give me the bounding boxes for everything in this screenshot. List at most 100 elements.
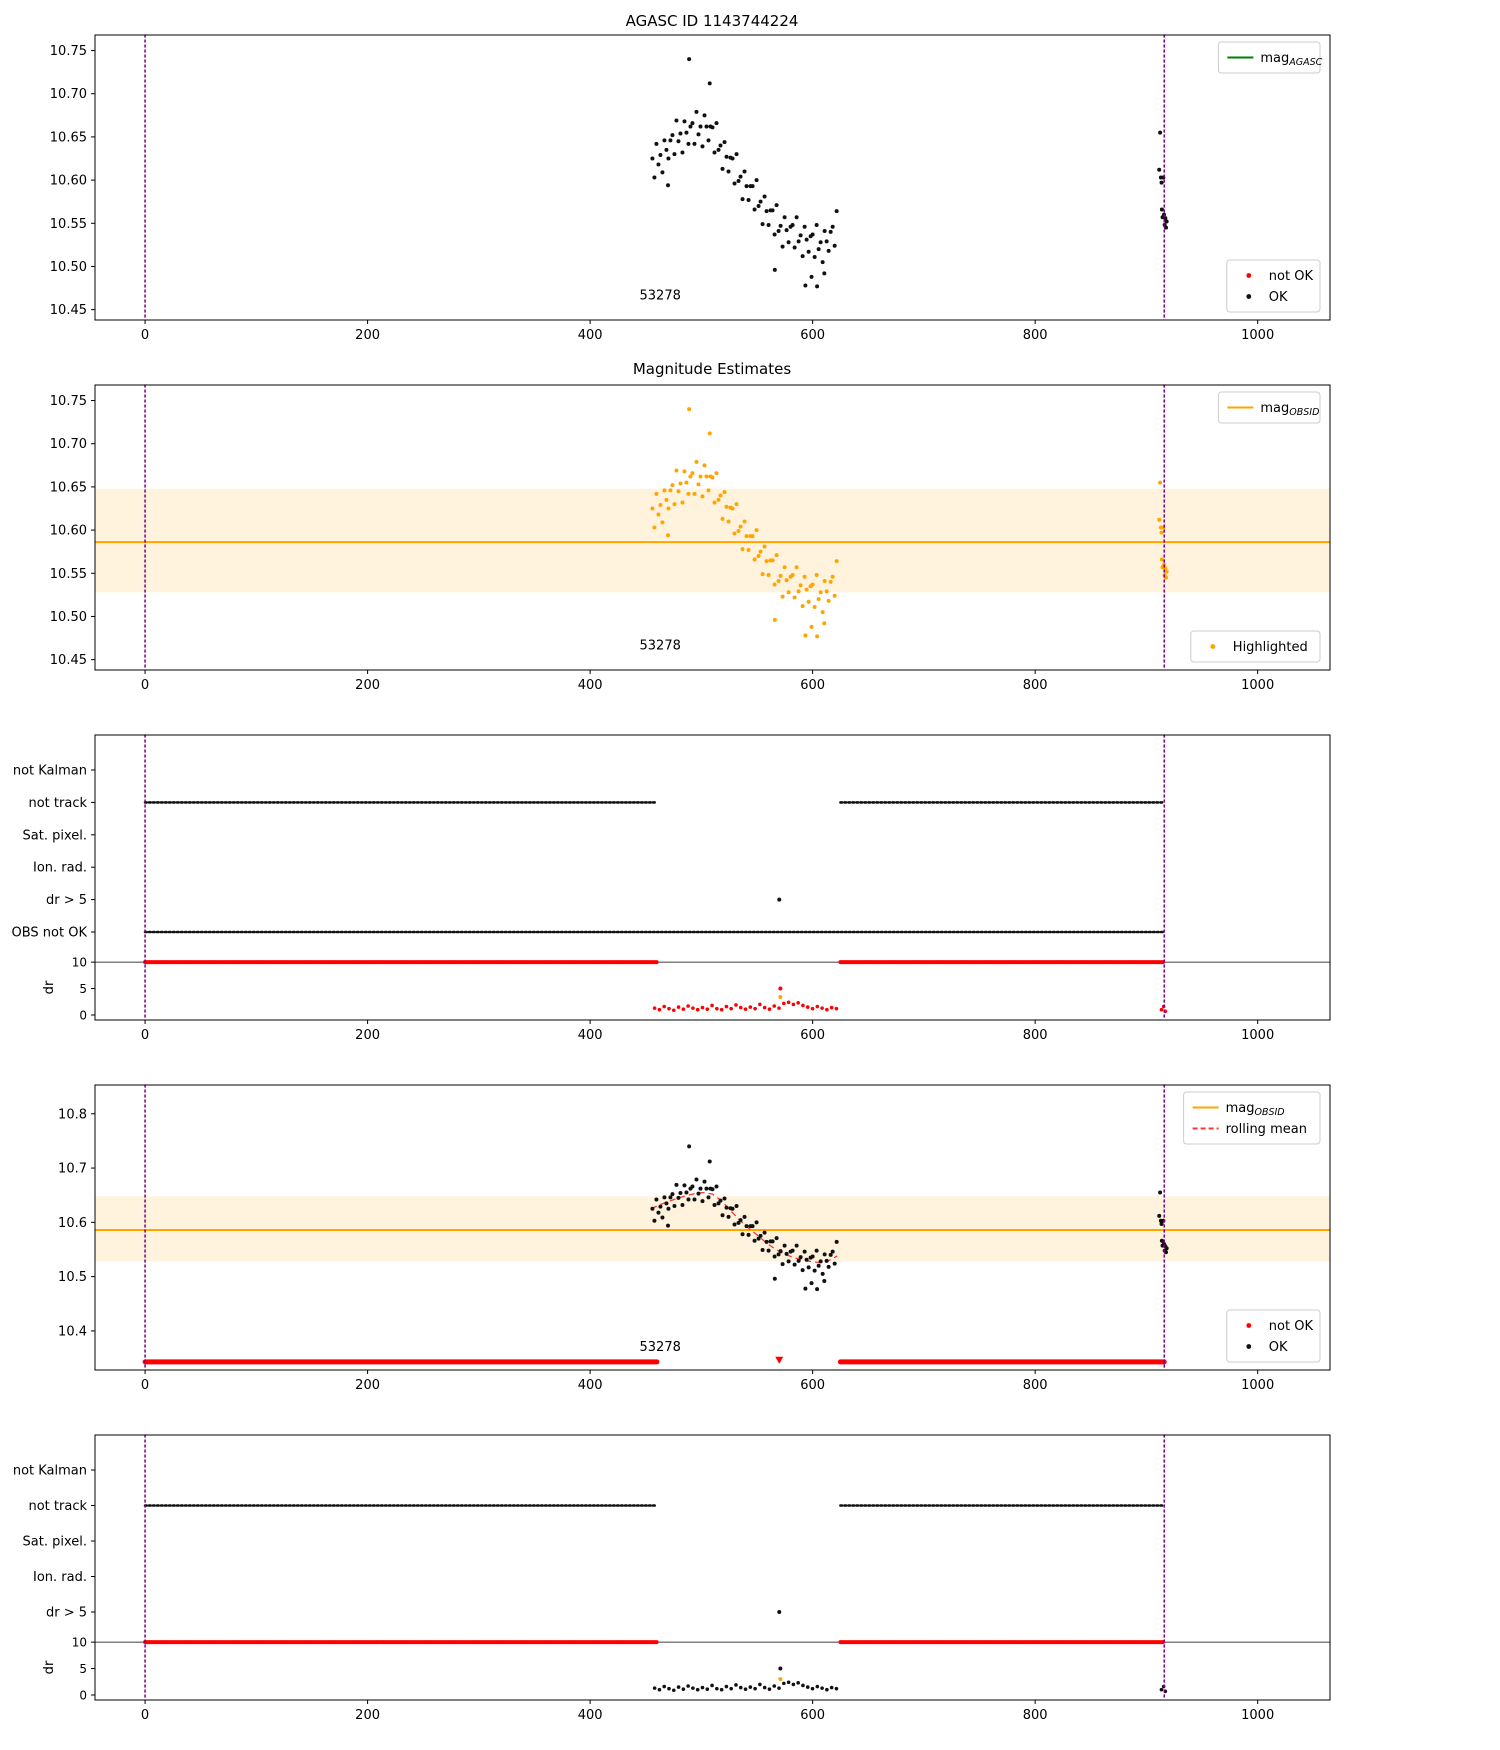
svg-text:600: 600: [800, 1028, 825, 1043]
panel-mag-rolling: 0 200 400 600 800 1000 10.4 10.5 10.6 10.7 10.8 532…: [58, 1084, 1331, 1393]
svg-text:0: 0: [79, 1009, 87, 1023]
dr-axis-label: dr: [42, 1660, 57, 1674]
svg-text:10.75: 10.75: [50, 44, 87, 59]
panel-flags-1: not Kalman not track Sat. pixel. Ion. rad. d…: [12, 734, 1331, 1043]
svg-text:10.45: 10.45: [50, 303, 87, 318]
svg-text:0: 0: [141, 328, 149, 343]
legend: magOBSID: [1217, 391, 1321, 424]
svg-text:400: 400: [578, 678, 603, 693]
svg-text:magOBSID: magOBSID: [1226, 1101, 1285, 1118]
svg-text:53278: 53278: [640, 288, 681, 303]
svg-text:1000: 1000: [1241, 1708, 1274, 1723]
svg-text:10: 10: [72, 956, 87, 970]
panel-mag-estimates: 0 200 400 600 800 1000 10.45 10.50 10.55 10.60 10.…: [50, 384, 1331, 693]
svg-text:400: 400: [578, 1708, 603, 1723]
svg-text:10.4: 10.4: [58, 1324, 87, 1339]
svg-text:10.7: 10.7: [58, 1162, 87, 1177]
svg-text:rolling mean: rolling mean: [1226, 1122, 1307, 1137]
svg-text:10.6: 10.6: [58, 1216, 87, 1231]
svg-text:800: 800: [1023, 1378, 1048, 1393]
svg-text:dr > 5: dr > 5: [46, 1606, 87, 1621]
svg-text:0: 0: [141, 1028, 149, 1043]
svg-text:dr > 5: dr > 5: [46, 893, 87, 908]
legend: magAGASC: [1217, 41, 1323, 74]
svg-text:not track: not track: [28, 1499, 87, 1514]
svg-text:10.55: 10.55: [50, 217, 87, 232]
svg-text:1000: 1000: [1241, 1028, 1274, 1043]
svg-text:10.50: 10.50: [50, 610, 87, 625]
svg-text:10.70: 10.70: [50, 87, 87, 102]
legend: not OK OK: [1226, 1309, 1321, 1363]
svg-text:10.50: 10.50: [50, 260, 87, 275]
svg-text:OK: OK: [1269, 1340, 1288, 1355]
svg-text:0: 0: [141, 1378, 149, 1393]
band: [95, 1196, 1330, 1262]
svg-text:200: 200: [355, 328, 380, 343]
svg-text:800: 800: [1023, 328, 1048, 343]
svg-text:10.70: 10.70: [50, 437, 87, 452]
svg-text:5: 5: [79, 982, 87, 996]
svg-text:10: 10: [72, 1636, 87, 1650]
svg-text:Ion. rad.: Ion. rad.: [33, 1570, 87, 1585]
svg-text:not OK: not OK: [1269, 269, 1314, 284]
svg-text:Ion. rad.: Ion. rad.: [33, 861, 87, 876]
svg-text:5: 5: [79, 1662, 87, 1676]
svg-text:OBS not OK: OBS not OK: [12, 926, 88, 941]
svg-text:Highlighted: Highlighted: [1233, 640, 1308, 655]
scatter-mag_edge: [1157, 480, 1169, 580]
legend: magOBSID rolling mean: [1183, 1091, 1321, 1145]
legend: not OK OK: [1226, 259, 1321, 313]
svg-text:53278: 53278: [640, 1340, 681, 1355]
svg-text:not track: not track: [28, 796, 87, 811]
svg-text:Sat. pixel.: Sat. pixel.: [23, 828, 87, 843]
svg-text:600: 600: [800, 328, 825, 343]
svg-text:600: 600: [800, 678, 825, 693]
dr-low-points: [652, 1680, 1168, 1694]
svg-text:400: 400: [578, 1378, 603, 1393]
svg-text:400: 400: [578, 1028, 603, 1043]
svg-text:magOBSID: magOBSID: [1260, 401, 1319, 418]
dr-axis-label: dr: [42, 980, 57, 994]
svg-text:10.45: 10.45: [50, 653, 87, 668]
scatter-mag_main: [650, 407, 839, 639]
svg-text:0: 0: [141, 1708, 149, 1723]
svg-text:not OK: not OK: [1269, 1319, 1314, 1334]
svg-text:10.55: 10.55: [50, 567, 87, 582]
svg-text:Sat. pixel.: Sat. pixel.: [23, 1535, 87, 1550]
svg-text:1000: 1000: [1241, 328, 1274, 343]
svg-text:800: 800: [1023, 1028, 1048, 1043]
svg-text:800: 800: [1023, 678, 1048, 693]
svg-text:OK: OK: [1269, 290, 1288, 305]
svg-text:magAGASC: magAGASC: [1260, 51, 1322, 68]
svg-text:10.8: 10.8: [58, 1107, 87, 1122]
scatter-mag_edge: [1157, 130, 1169, 230]
svg-text:200: 200: [355, 1708, 380, 1723]
dr-low-points: [652, 1000, 1168, 1014]
scatter-mag_main: [650, 1144, 839, 1292]
svg-text:1000: 1000: [1241, 678, 1274, 693]
svg-text:10.65: 10.65: [50, 130, 87, 145]
svg-text:200: 200: [355, 678, 380, 693]
svg-text:0: 0: [141, 678, 149, 693]
svg-text:600: 600: [800, 1378, 825, 1393]
svg-text:not Kalman: not Kalman: [13, 764, 87, 779]
svg-text:200: 200: [355, 1378, 380, 1393]
band: [95, 488, 1330, 593]
svg-text:1000: 1000: [1241, 1378, 1274, 1393]
svg-text:400: 400: [578, 328, 603, 343]
svg-text:53278: 53278: [640, 638, 681, 653]
svg-text:10.5: 10.5: [58, 1270, 87, 1285]
svg-text:10.75: 10.75: [50, 394, 87, 409]
svg-text:200: 200: [355, 1028, 380, 1043]
panel-flags-2: not Kalman not track Sat. pixel. Ion. rad. d…: [13, 1434, 1331, 1723]
svg-text:0: 0: [79, 1689, 87, 1703]
scatter-mag_main: [650, 57, 839, 289]
triangle-marker: [775, 1356, 784, 1364]
panel2-title: Magnitude Estimates: [632, 360, 792, 378]
svg-text:not Kalman: not Kalman: [13, 1464, 87, 1479]
svg-text:10.60: 10.60: [50, 524, 87, 539]
svg-text:10.65: 10.65: [50, 480, 87, 495]
panel1-title: AGASC ID 1143744224: [625, 12, 799, 30]
